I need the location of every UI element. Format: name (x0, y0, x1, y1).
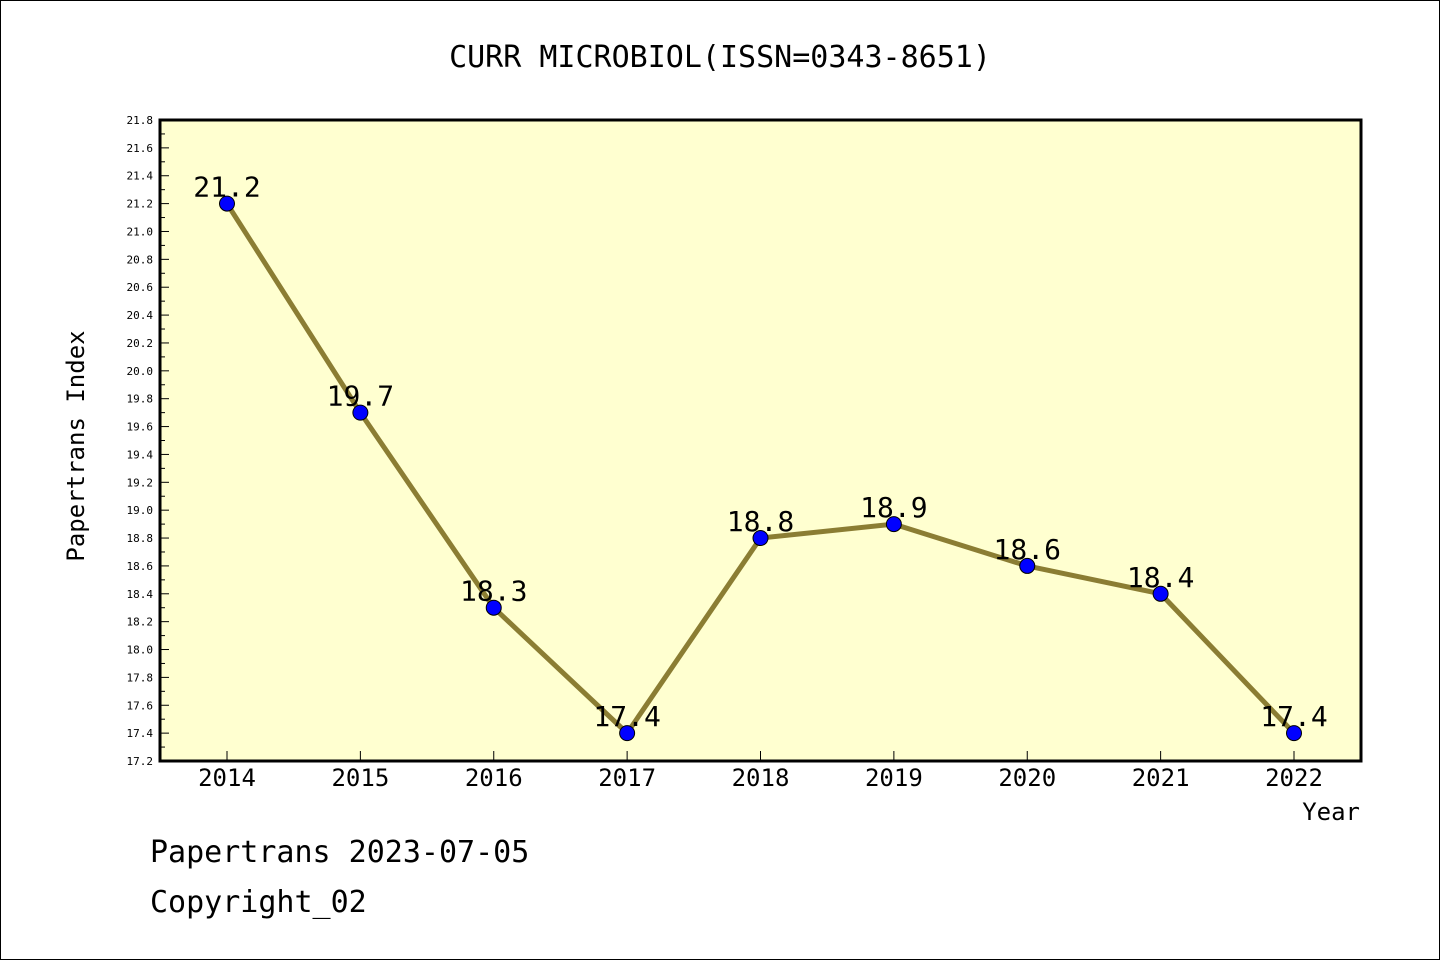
plot-area (158, 118, 1363, 763)
y-tick-label: 21.2 (127, 198, 154, 211)
data-point (752, 530, 769, 547)
x-tick-label: 2021 (1132, 764, 1190, 792)
y-tick-label: 21.6 (127, 142, 154, 155)
y-tick-label: 17.4 (127, 727, 154, 740)
data-label: 18.4 (1127, 561, 1194, 594)
y-tick-label: 17.8 (127, 671, 154, 684)
footer-date: Papertrans 2023-07-05 (150, 835, 530, 870)
y-tick-label: 20.2 (127, 337, 154, 350)
y-tick-label: 18.8 (127, 532, 154, 545)
y-tick-label: 17.2 (127, 755, 154, 768)
data-label: 17.4 (593, 700, 660, 733)
y-tick-label: 19.8 (127, 393, 154, 406)
data-label: 18.9 (860, 491, 927, 524)
y-tick-label: 19.6 (127, 421, 154, 434)
data-label: 18.3 (460, 575, 527, 608)
data-label: 21.2 (193, 171, 260, 204)
x-axis-label: Year (1302, 798, 1360, 826)
y-tick-label: 20.4 (127, 309, 154, 322)
data-point (485, 599, 502, 616)
x-tick-label: 2017 (598, 764, 656, 792)
data-label: 19.7 (327, 380, 394, 413)
y-tick-label: 19.4 (127, 448, 154, 461)
x-tick-label: 2022 (1265, 764, 1323, 792)
y-tick-label: 18.6 (127, 560, 154, 573)
y-tick-label: 19.2 (127, 476, 154, 489)
chart-title: CURR MICROBIOL(ISSN=0343-8651) (449, 40, 991, 75)
footer-copyright: Copyright_02 (150, 885, 367, 920)
data-point (352, 404, 369, 421)
x-tick-label: 2016 (465, 764, 523, 792)
x-tick-label: 2015 (331, 764, 389, 792)
y-tick-label: 18.2 (127, 616, 154, 629)
y-tick-label: 17.6 (127, 699, 154, 712)
data-point (1019, 557, 1036, 574)
data-point (885, 516, 902, 533)
series-layer: 21.2 19.7 18.3 17.4 18.8 18.9 18.6 18.4 17.4 (193, 171, 1328, 742)
y-tick-label: 20.0 (127, 365, 154, 378)
data-point (1286, 725, 1302, 742)
data-point (219, 195, 235, 212)
x-tick-label: 2020 (998, 764, 1056, 792)
x-tick-label: 2019 (865, 764, 923, 792)
x-tick-label: 2018 (732, 764, 790, 792)
y-tick-label: 18.4 (127, 588, 154, 601)
data-label: 18.8 (727, 505, 794, 538)
y-tick-label: 20.6 (127, 281, 154, 294)
x-tick-label: 2014 (198, 764, 256, 792)
y-tick-label: 18.0 (127, 644, 154, 657)
y-axis-label: Papertrans Index (62, 330, 90, 561)
data-point (619, 725, 636, 742)
x-axis: 2014 2015 2016 2017 2018 2019 2020 2021 2022 (198, 751, 1323, 792)
y-tick-label: 20.8 (127, 253, 154, 266)
y-axis: 17.2 17.4 17.6 17.8 18.0 18.2 18.4 18.6 18.8 19.0… (127, 114, 169, 768)
data-label: 17.4 (1260, 700, 1327, 733)
y-tick-label: 21.4 (127, 170, 154, 183)
data-label: 18.6 (994, 533, 1061, 566)
data-point (1152, 585, 1169, 602)
y-tick-label: 21.8 (127, 114, 154, 127)
y-tick-label: 19.0 (127, 504, 154, 517)
y-tick-label: 21.0 (127, 225, 154, 238)
